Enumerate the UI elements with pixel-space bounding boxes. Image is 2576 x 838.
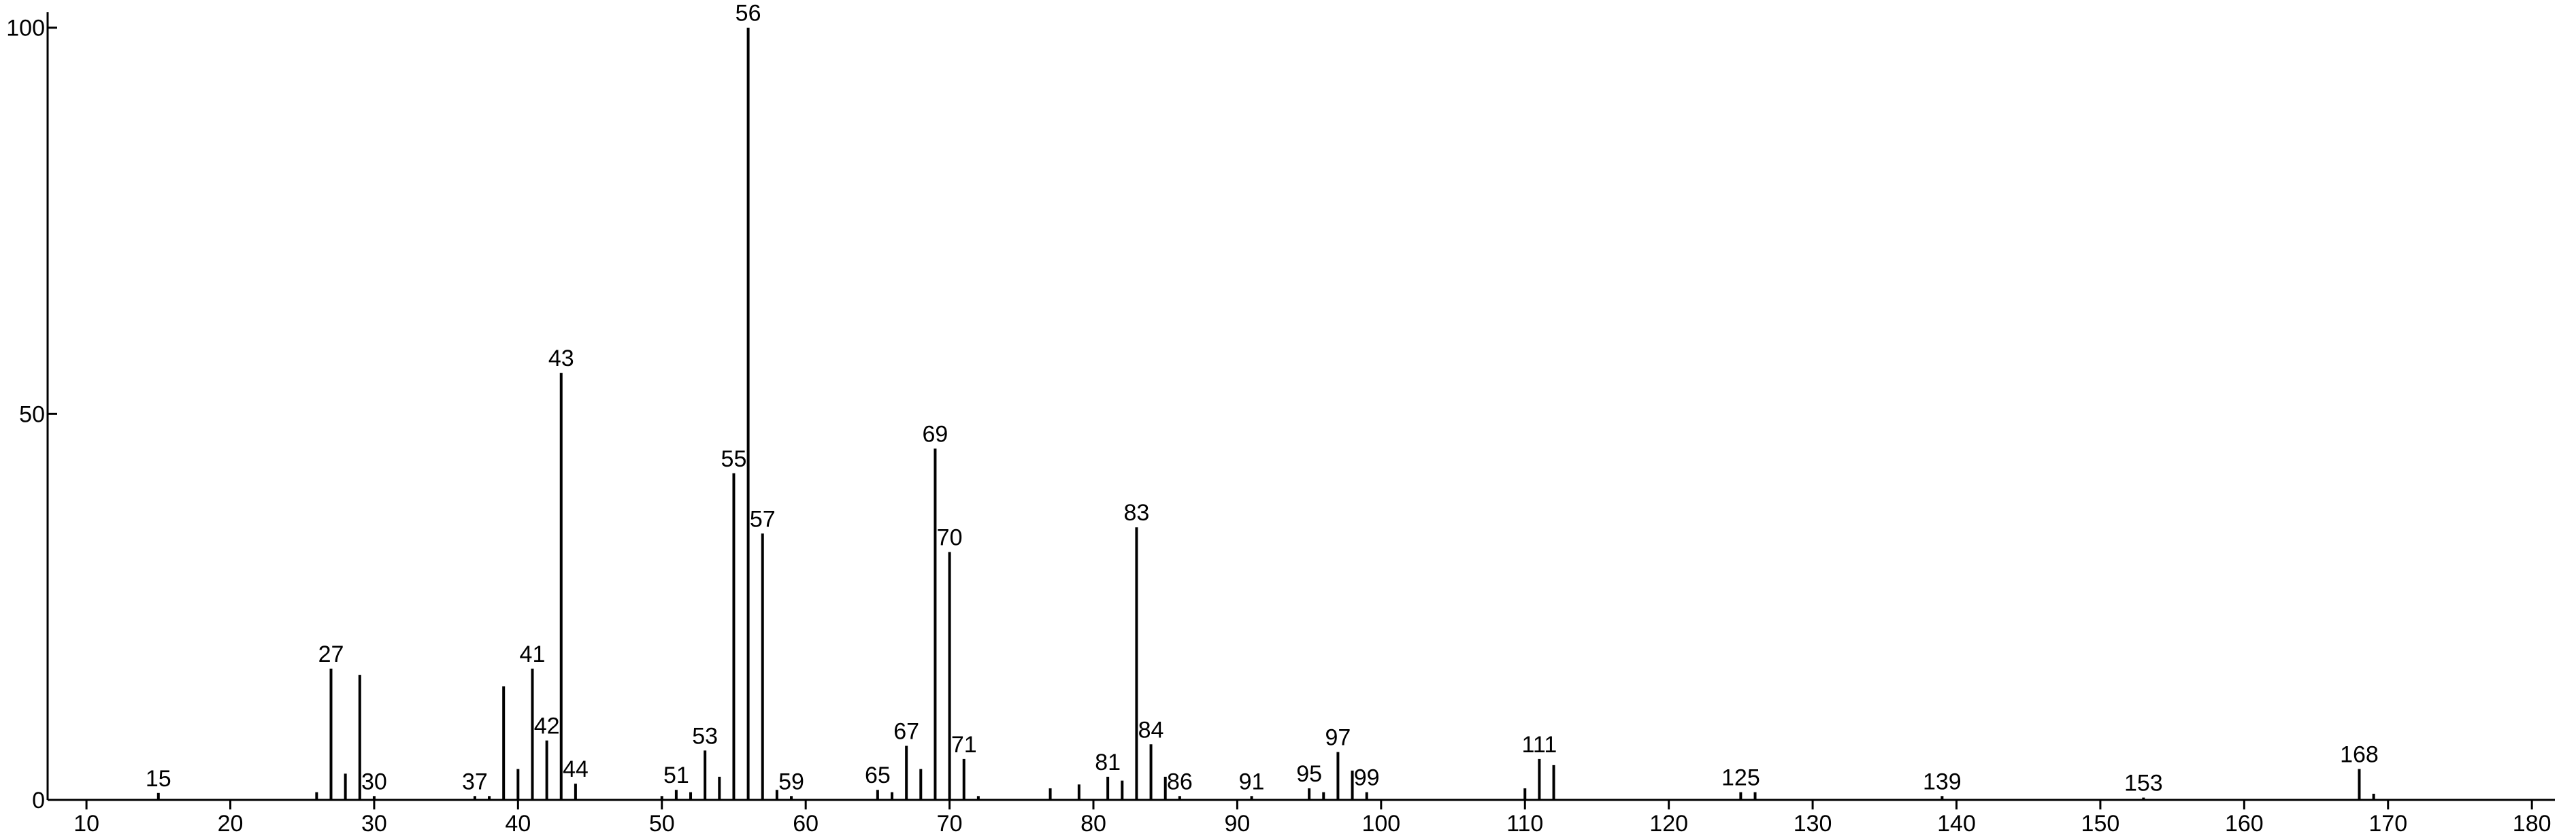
peak-label: 44 xyxy=(563,756,589,782)
peak-label: 71 xyxy=(951,732,977,758)
x-tick-label: 60 xyxy=(793,811,819,837)
peak-label: 99 xyxy=(1354,765,1380,791)
x-tick-label: 70 xyxy=(937,811,963,837)
x-tick-label: 100 xyxy=(1361,811,1400,837)
peak-label: 69 xyxy=(923,421,948,447)
peak-label: 51 xyxy=(663,762,689,788)
x-tick-label: 20 xyxy=(218,811,244,837)
x-tick-label: 140 xyxy=(1937,811,1976,837)
peak-label: 57 xyxy=(750,506,776,532)
x-tick-label: 10 xyxy=(73,811,99,837)
peak-label: 111 xyxy=(1522,732,1557,758)
peak-label: 42 xyxy=(534,714,560,739)
y-tick-label: 0 xyxy=(32,788,45,814)
peak-label: 53 xyxy=(692,723,718,749)
y-tick-label: 50 xyxy=(19,401,45,427)
peak-label: 27 xyxy=(318,641,344,667)
peak-label: 55 xyxy=(721,446,747,472)
x-tick-label: 170 xyxy=(2368,811,2407,837)
x-tick-label: 150 xyxy=(2081,811,2120,837)
peak-label: 67 xyxy=(893,719,919,745)
peak-label: 59 xyxy=(778,769,804,794)
y-tick-label: 100 xyxy=(6,16,45,41)
peak-label: 97 xyxy=(1325,725,1351,751)
peak-label: 70 xyxy=(937,525,963,551)
peak-label: 43 xyxy=(548,346,574,371)
peak-label: 125 xyxy=(1721,765,1760,791)
x-tick-label: 80 xyxy=(1080,811,1106,837)
peak-label: 83 xyxy=(1124,500,1150,526)
peak-label: 15 xyxy=(146,766,171,792)
peak-label: 86 xyxy=(1167,769,1193,794)
peak-label: 30 xyxy=(361,769,387,794)
x-tick-label: 50 xyxy=(649,811,675,837)
peak-label: 91 xyxy=(1239,769,1265,794)
peak-label: 95 xyxy=(1296,761,1322,787)
x-tick-label: 180 xyxy=(2513,811,2552,837)
peak-label: 153 xyxy=(2124,771,2163,797)
x-tick-label: 160 xyxy=(2225,811,2264,837)
x-tick-label: 90 xyxy=(1225,811,1251,837)
peak-label: 168 xyxy=(2340,742,2379,768)
peak-label: 139 xyxy=(1923,769,1962,794)
x-tick-label: 30 xyxy=(361,811,387,837)
peak-label: 56 xyxy=(736,1,761,27)
x-tick-label: 130 xyxy=(1794,811,1832,837)
peak-label: 81 xyxy=(1095,750,1121,775)
peak-label: 65 xyxy=(865,762,891,788)
peak-label: 84 xyxy=(1138,717,1164,743)
x-tick-label: 120 xyxy=(1649,811,1688,837)
x-tick-label: 40 xyxy=(505,811,531,837)
peak-label: 37 xyxy=(462,769,488,794)
peak-label: 41 xyxy=(520,641,546,667)
x-tick-label: 110 xyxy=(1506,811,1543,837)
